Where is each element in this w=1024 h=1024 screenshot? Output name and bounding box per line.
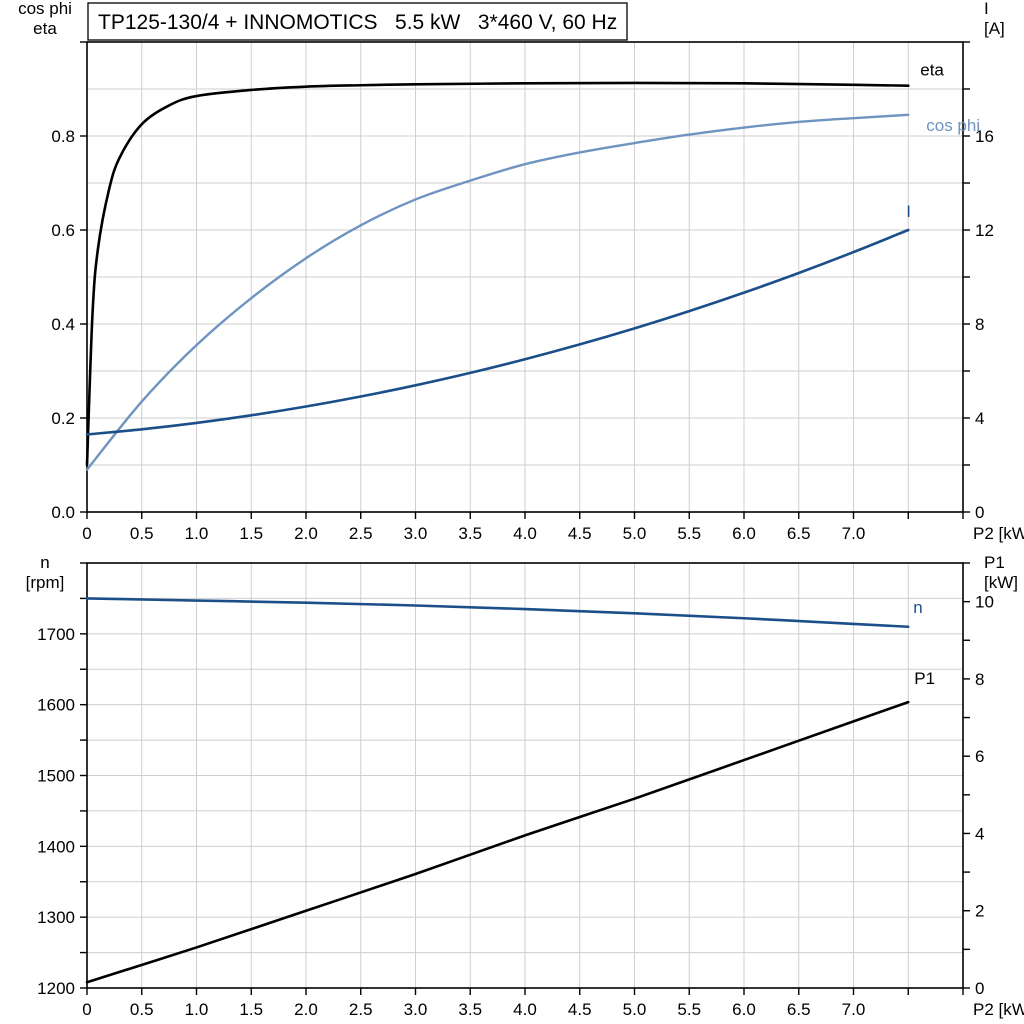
- svg-text:4.0: 4.0: [513, 1000, 537, 1019]
- svg-text:TP125-130/4 + INNOMOTICS 5.5: TP125-130/4 + INNOMOTICS 5.5 kW 3*460 V,…: [98, 11, 617, 34]
- svg-text:1300: 1300: [37, 908, 75, 927]
- svg-text:2.5: 2.5: [349, 524, 373, 543]
- svg-text:6.0: 6.0: [732, 1000, 756, 1019]
- svg-text:[kW]: [kW]: [984, 573, 1018, 592]
- svg-text:7.0: 7.0: [842, 1000, 866, 1019]
- svg-text:3.0: 3.0: [404, 524, 428, 543]
- svg-text:8: 8: [975, 315, 984, 334]
- svg-text:0.5: 0.5: [130, 1000, 154, 1019]
- svg-text:1200: 1200: [37, 979, 75, 998]
- svg-text:P2 [kW]: P2 [kW]: [973, 1000, 1024, 1019]
- svg-text:4: 4: [975, 824, 984, 843]
- svg-text:[rpm]: [rpm]: [26, 573, 65, 592]
- svg-text:0: 0: [82, 1000, 91, 1019]
- svg-text:6.5: 6.5: [787, 1000, 811, 1019]
- svg-text:6.0: 6.0: [732, 524, 756, 543]
- svg-text:0.0: 0.0: [51, 503, 75, 522]
- svg-text:3.0: 3.0: [404, 1000, 428, 1019]
- svg-text:2.0: 2.0: [294, 1000, 318, 1019]
- svg-text:1400: 1400: [37, 837, 75, 856]
- svg-text:2: 2: [975, 902, 984, 921]
- svg-text:2.5: 2.5: [349, 1000, 373, 1019]
- svg-text:4.5: 4.5: [568, 1000, 592, 1019]
- svg-text:6.5: 6.5: [787, 524, 811, 543]
- svg-text:P2 [kW]: P2 [kW]: [973, 524, 1024, 543]
- svg-text:5.5: 5.5: [677, 524, 701, 543]
- svg-text:0.4: 0.4: [51, 315, 75, 334]
- svg-text:0: 0: [975, 979, 984, 998]
- svg-text:5.0: 5.0: [623, 524, 647, 543]
- svg-text:4.0: 4.0: [513, 524, 537, 543]
- svg-text:5.5: 5.5: [677, 1000, 701, 1019]
- svg-text:8: 8: [975, 670, 984, 689]
- svg-text:0: 0: [82, 524, 91, 543]
- svg-text:1.5: 1.5: [239, 1000, 263, 1019]
- svg-text:1.5: 1.5: [239, 524, 263, 543]
- svg-text:4: 4: [975, 409, 984, 428]
- svg-text:0.2: 0.2: [51, 409, 75, 428]
- svg-text:eta: eta: [920, 61, 944, 80]
- svg-text:cos phi: cos phi: [926, 116, 980, 135]
- svg-text:3.5: 3.5: [458, 524, 482, 543]
- svg-text:0.5: 0.5: [130, 524, 154, 543]
- svg-text:1500: 1500: [37, 767, 75, 786]
- svg-text:n: n: [40, 553, 49, 572]
- svg-text:[A]: [A]: [984, 19, 1005, 38]
- svg-text:I: I: [906, 202, 911, 221]
- svg-text:5.0: 5.0: [623, 1000, 647, 1019]
- svg-text:P1: P1: [984, 553, 1005, 572]
- svg-text:cos phi: cos phi: [18, 0, 72, 18]
- svg-text:7.0: 7.0: [842, 524, 866, 543]
- svg-text:1.0: 1.0: [185, 524, 209, 543]
- svg-text:I: I: [984, 0, 989, 18]
- svg-text:n: n: [913, 598, 922, 617]
- svg-text:12: 12: [975, 221, 994, 240]
- svg-text:2.0: 2.0: [294, 524, 318, 543]
- svg-text:0: 0: [975, 503, 984, 522]
- svg-text:1.0: 1.0: [185, 1000, 209, 1019]
- svg-text:1600: 1600: [37, 696, 75, 715]
- svg-text:0.6: 0.6: [51, 221, 75, 240]
- svg-text:4.5: 4.5: [568, 524, 592, 543]
- svg-text:P1: P1: [914, 669, 935, 688]
- svg-text:0.8: 0.8: [51, 127, 75, 146]
- svg-text:10: 10: [975, 593, 994, 612]
- svg-text:1700: 1700: [37, 625, 75, 644]
- svg-text:3.5: 3.5: [458, 1000, 482, 1019]
- svg-text:eta: eta: [33, 19, 57, 38]
- svg-text:6: 6: [975, 747, 984, 766]
